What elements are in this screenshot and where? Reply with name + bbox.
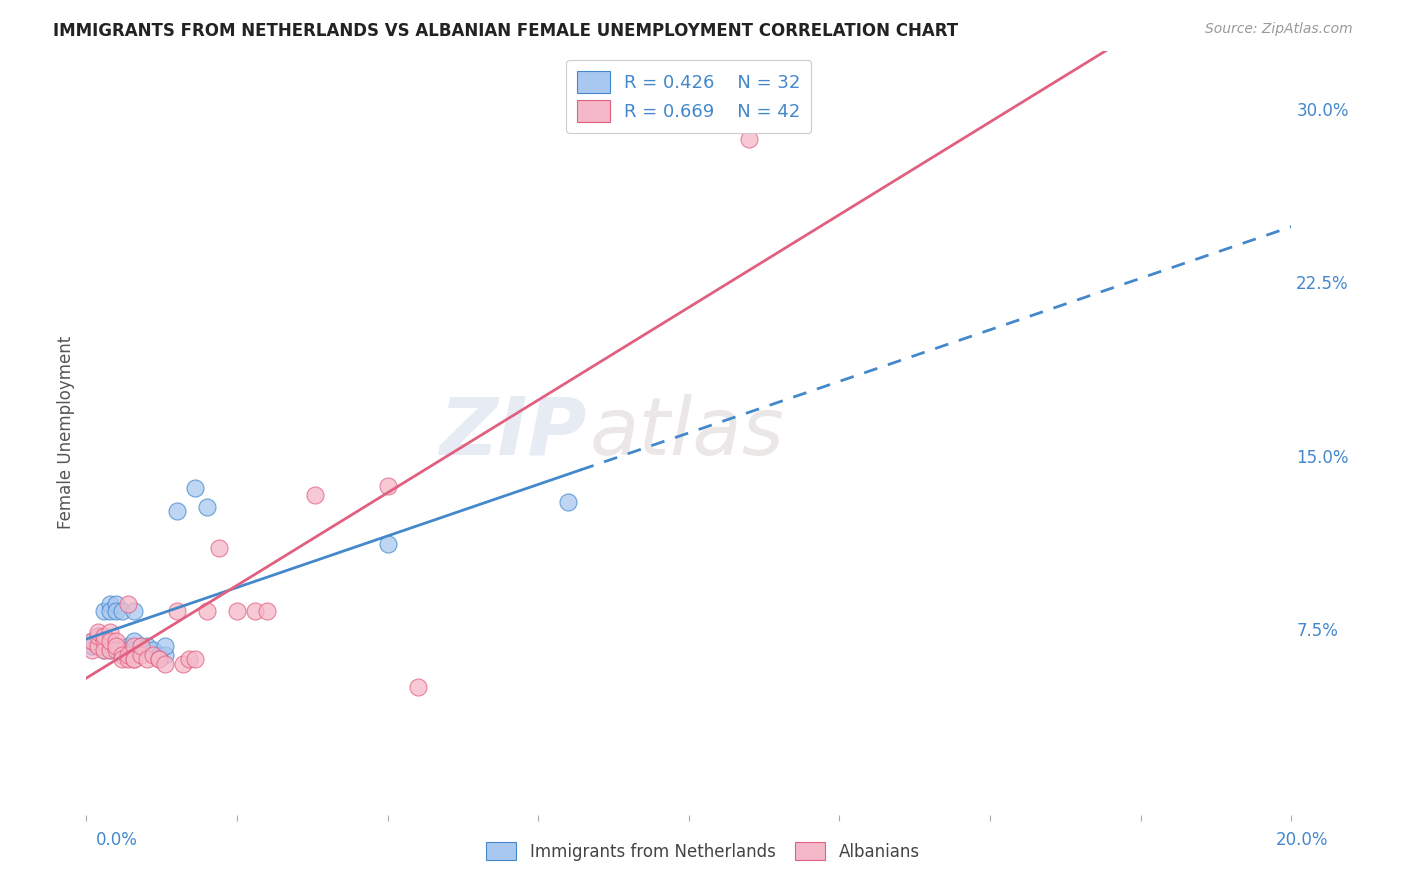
Point [226,604,249,618]
Point [117,652,139,666]
Point [142,648,165,662]
Legend: Immigrants from Netherlands, Albanians: Immigrants from Netherlands, Albanians [479,836,927,868]
Point [111,652,134,666]
Point [82,639,104,653]
Point [377,479,399,493]
Point [184,481,207,495]
Point [93,639,115,653]
Point [243,604,266,618]
Point [184,652,207,666]
Text: atlas: atlas [591,393,785,472]
Point [153,648,176,662]
Point [124,639,146,653]
Point [117,597,139,611]
Point [87,629,110,643]
Point [208,541,231,556]
Point [100,624,122,639]
Point [105,643,128,657]
Point [93,604,115,618]
Point [124,652,146,666]
Point [93,634,115,648]
Point [87,639,110,653]
Point [87,639,110,653]
Point [148,652,170,666]
Point [93,643,115,657]
Text: 20.0%: 20.0% [1277,831,1329,849]
Point [166,504,188,518]
Point [100,634,122,648]
Point [82,639,104,653]
Point [87,639,110,653]
Point [100,604,122,618]
Point [82,643,104,657]
Point [117,643,139,657]
Point [124,643,146,657]
Point [135,652,157,666]
Point [135,639,157,653]
Text: 0.0%: 0.0% [96,831,138,849]
Point [93,629,115,643]
Point [105,597,128,611]
Point [87,629,110,643]
Point [105,604,128,618]
Point [256,604,278,618]
Point [177,652,200,666]
Point [124,634,146,648]
Point [738,131,761,145]
Point [100,643,122,657]
Point [195,604,218,618]
Point [87,624,110,639]
Point [129,639,152,653]
Point [93,643,115,657]
Point [129,648,152,662]
Point [129,639,152,653]
Point [105,639,128,653]
Y-axis label: Female Unemployment: Female Unemployment [58,336,75,529]
Point [100,597,122,611]
Point [195,500,218,514]
Point [111,648,134,662]
Point [117,639,139,653]
Point [304,488,326,502]
Point [82,634,104,648]
Point [148,648,170,662]
Point [172,657,194,672]
Point [557,495,579,509]
Point [406,680,429,694]
Point [100,643,122,657]
Point [105,634,128,648]
Point [124,604,146,618]
Text: Source: ZipAtlas.com: Source: ZipAtlas.com [1205,22,1353,37]
Point [124,652,146,666]
Point [105,639,128,653]
Text: IMMIGRANTS FROM NETHERLANDS VS ALBANIAN FEMALE UNEMPLOYMENT CORRELATION CHART: IMMIGRANTS FROM NETHERLANDS VS ALBANIAN … [53,22,959,40]
Point [377,537,399,551]
Point [117,648,139,662]
Point [148,652,170,666]
Point [111,604,134,618]
Legend: R = 0.426    N = 32, R = 0.669    N = 42: R = 0.426 N = 32, R = 0.669 N = 42 [567,60,811,133]
Point [153,657,176,672]
Text: ZIP: ZIP [439,393,586,472]
Point [166,604,188,618]
Point [142,643,165,657]
Point [153,639,176,653]
Point [82,634,104,648]
